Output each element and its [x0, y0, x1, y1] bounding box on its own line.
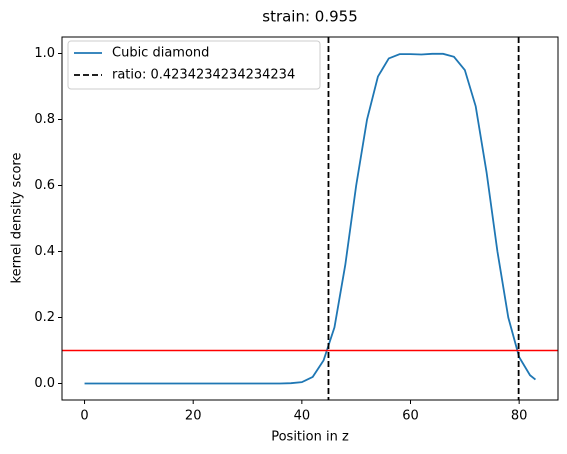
- y-tick-label: 0.4: [34, 244, 55, 259]
- data-line: [84, 52, 537, 385]
- y-tick-label: 0.2: [34, 310, 55, 325]
- legend-label: ratio: 0.4234234234234234: [112, 68, 295, 83]
- axes-frame: [61, 36, 559, 401]
- x-tick-label: 0: [80, 409, 88, 424]
- x-tick-label: 40: [294, 409, 311, 424]
- y-tick-label: 0.6: [34, 178, 55, 193]
- x-axis-label: Position in z: [271, 430, 349, 445]
- legend-box: [67, 40, 321, 90]
- x-tick-label: 60: [402, 409, 419, 424]
- x-tick-label: 20: [185, 409, 202, 424]
- y-tick-label: 0.0: [34, 376, 55, 391]
- y-tick-label: 1.0: [34, 46, 55, 61]
- y-axis-label: kernel density score: [10, 153, 25, 284]
- y-tick-label: 0.8: [34, 112, 55, 127]
- chart-title: strain: 0.955: [262, 8, 358, 26]
- legend-label: Cubic diamond: [112, 46, 209, 61]
- x-tick-label: 80: [511, 409, 528, 424]
